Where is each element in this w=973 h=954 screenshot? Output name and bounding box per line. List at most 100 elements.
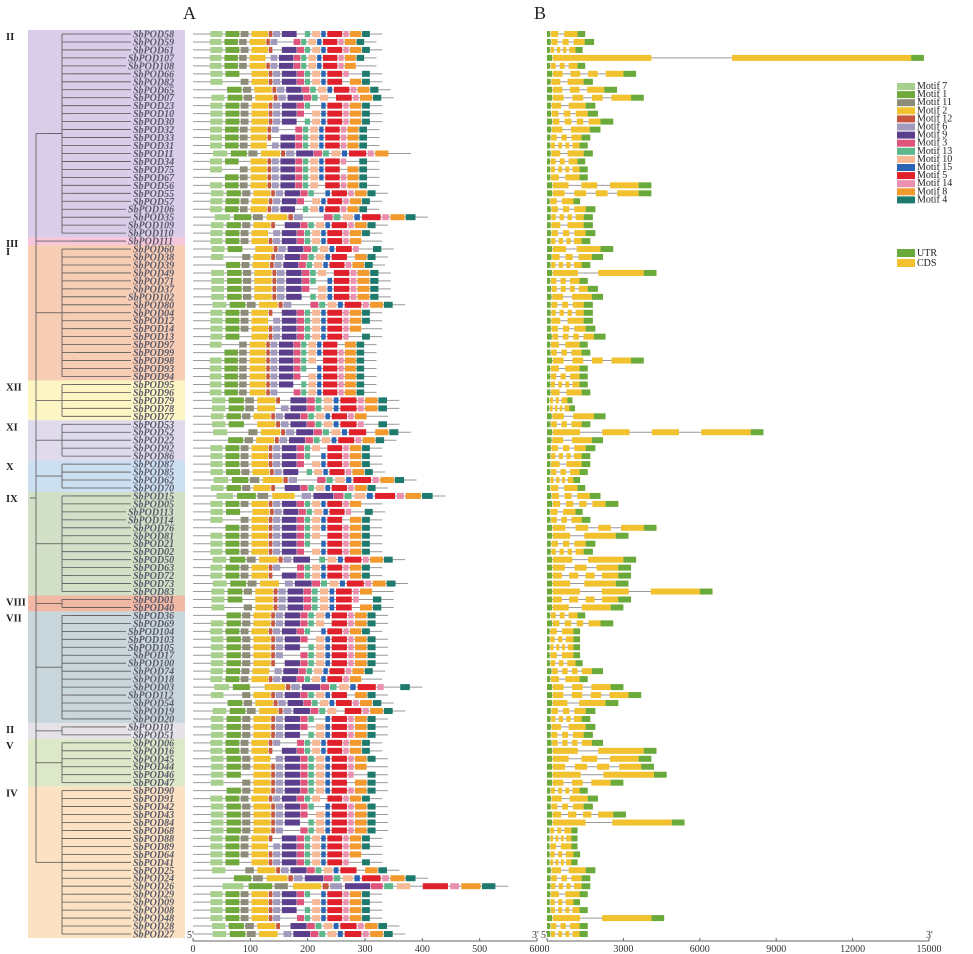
gene-label: SbPOD61	[133, 45, 174, 56]
motif-box	[210, 859, 223, 866]
utr-box	[547, 492, 552, 499]
motif-box	[273, 907, 281, 914]
motif-box	[280, 174, 295, 181]
motif-box	[271, 819, 275, 826]
utr-box	[579, 469, 588, 476]
cds-box	[570, 277, 580, 284]
motif-box	[312, 461, 321, 468]
motif-box	[240, 309, 249, 316]
motif-box	[405, 492, 421, 499]
gene-label: SbPOD27	[133, 930, 175, 941]
utr-box	[547, 445, 551, 452]
cds-box	[572, 684, 583, 691]
motif-box	[271, 827, 275, 834]
utr-box	[600, 246, 614, 253]
motif-box	[343, 564, 349, 571]
cds-box	[572, 142, 580, 149]
motif-box	[280, 182, 295, 189]
cds-box	[570, 126, 590, 133]
motif-box	[317, 349, 322, 356]
motif-box	[267, 182, 272, 189]
cds-box	[558, 238, 564, 245]
motif-box	[271, 166, 279, 173]
motif-box	[297, 747, 304, 754]
utr-box	[567, 397, 573, 404]
gene-label: SbPOD60	[133, 245, 174, 256]
utr-box	[618, 564, 632, 571]
motif-box	[304, 445, 311, 452]
cds-box	[550, 851, 555, 858]
utr-box	[547, 477, 550, 484]
cds-box	[574, 445, 586, 452]
utr-box	[575, 46, 583, 53]
motif-box	[323, 365, 338, 372]
cds-box	[550, 660, 556, 667]
motif-box	[278, 604, 286, 611]
cds-box	[551, 548, 556, 555]
motif-box	[210, 803, 224, 810]
motif-box	[233, 875, 252, 882]
motif-box	[343, 532, 349, 539]
cds-box	[552, 190, 565, 197]
motif-box	[287, 94, 304, 101]
motif-box	[253, 715, 271, 722]
motif-box	[267, 134, 272, 141]
gene-label: SbPOD29	[133, 890, 174, 901]
utr-box	[623, 556, 637, 563]
motif-box	[344, 62, 356, 69]
utr-box	[547, 341, 551, 348]
motif-box	[307, 397, 315, 404]
cds-box	[552, 739, 558, 746]
motif-box	[286, 86, 302, 93]
motif-box	[343, 747, 349, 754]
gene-label: SbPOD47	[133, 778, 175, 789]
motif-box	[327, 86, 333, 93]
gene-label: SbPOD42	[133, 802, 174, 813]
cds-box	[552, 413, 564, 420]
motif-box	[310, 174, 318, 181]
motif-box	[209, 62, 222, 69]
motif-box	[357, 293, 370, 300]
gene-label: SbPOD51	[133, 730, 174, 741]
motif-box	[210, 907, 223, 914]
cds-box	[561, 349, 567, 356]
motif-box	[242, 755, 251, 762]
cds-box	[552, 747, 578, 754]
motif-box	[349, 429, 367, 436]
motif-box	[337, 931, 343, 937]
motif-box	[349, 739, 362, 746]
utr-box	[547, 230, 551, 237]
motif-box	[359, 134, 368, 141]
motif-box	[327, 859, 343, 866]
motif-box	[364, 469, 373, 476]
motif-box	[274, 668, 282, 675]
utr-box	[591, 739, 604, 746]
motif-box	[242, 277, 252, 284]
motif-box	[224, 38, 238, 45]
motif-box	[244, 437, 253, 444]
motif-box	[210, 166, 223, 173]
cds-box	[605, 70, 624, 77]
gene-label: SbPOD85	[133, 468, 174, 479]
motif-box	[210, 325, 223, 332]
motif-box	[240, 524, 249, 531]
utr-box	[585, 867, 596, 874]
motif-box	[364, 508, 373, 515]
cds-box	[570, 373, 580, 380]
motif-box	[273, 246, 278, 253]
motif-box	[316, 779, 325, 786]
motif-box	[316, 636, 325, 643]
cds-box	[562, 301, 569, 308]
utr-box	[547, 700, 553, 707]
utr-box	[547, 500, 553, 507]
motif-box	[331, 222, 347, 229]
motif-box	[251, 532, 268, 539]
cds-box	[562, 38, 569, 45]
motif-box	[240, 795, 249, 802]
motif-box	[226, 261, 241, 268]
motif-box	[284, 763, 300, 770]
motif-box	[322, 429, 329, 436]
motif-box	[348, 827, 354, 834]
motif-box	[304, 739, 311, 746]
legend-swatch	[897, 259, 915, 267]
